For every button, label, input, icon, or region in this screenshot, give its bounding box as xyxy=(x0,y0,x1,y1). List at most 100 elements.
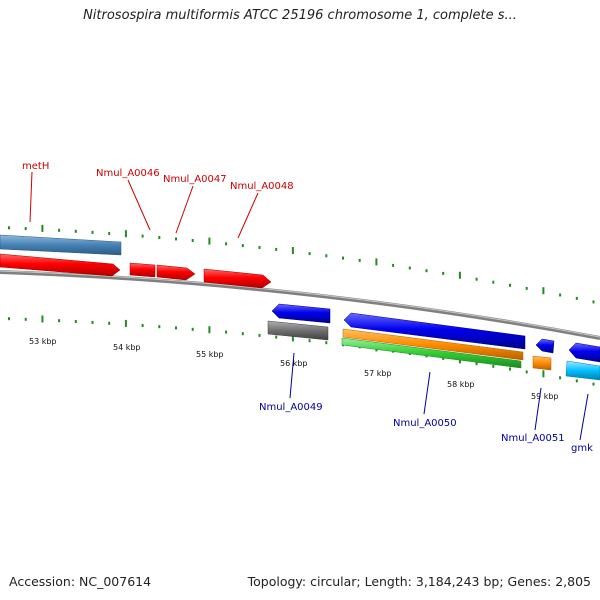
minor-tick xyxy=(91,320,94,324)
minor-tick xyxy=(58,228,61,232)
minor-tick xyxy=(225,242,228,246)
major-tick xyxy=(291,334,294,342)
gene-Nmul_A0050-green-feature[interactable] xyxy=(341,337,522,369)
gene-label-Nmul_A0050[interactable]: Nmul_A0050 xyxy=(393,418,457,429)
minor-tick xyxy=(592,382,595,386)
ruler-labels: 53 kbp 54 kbp 55 kbp 56 kbp 57 kbp 58 kb… xyxy=(29,337,559,401)
gene-Nmul_A0051-arrow[interactable] xyxy=(535,338,555,354)
ruler-label: 59 kbp xyxy=(531,392,559,401)
major-tick xyxy=(41,224,44,232)
minor-tick xyxy=(225,330,228,334)
minor-tick xyxy=(442,356,445,360)
backbone-track xyxy=(0,270,600,340)
minor-tick xyxy=(559,293,562,297)
minor-tick xyxy=(191,239,194,242)
minor-tick xyxy=(308,339,311,343)
gene-gmk-arrow[interactable] xyxy=(568,342,600,363)
gene-label-Nmul_A0048[interactable]: Nmul_A0048 xyxy=(230,181,294,192)
gene-label-metH[interactable]: metH xyxy=(22,161,49,172)
gene-Nmul_A0046-arrow[interactable] xyxy=(129,262,156,278)
minor-tick xyxy=(475,362,478,366)
minor-tick xyxy=(241,332,244,336)
ruler-label: 53 kbp xyxy=(29,337,57,346)
backbone-highlight xyxy=(0,270,600,338)
minor-tick xyxy=(8,317,10,321)
gene-metH-arrow[interactable] xyxy=(0,253,121,277)
leader-line xyxy=(29,171,33,223)
gene-Nmul_A0049-shadow[interactable] xyxy=(267,320,329,341)
minor-tick xyxy=(509,283,511,287)
minor-tick xyxy=(525,286,528,290)
minor-tick xyxy=(475,277,478,281)
major-tick xyxy=(41,315,44,323)
major-tick xyxy=(124,319,127,327)
gene-label-Nmul_A0047[interactable]: Nmul_A0047 xyxy=(163,174,227,185)
leader-line xyxy=(423,371,431,415)
gene-Nmul_A0050-arrow[interactable] xyxy=(343,312,526,350)
gene-label-Nmul_A0046[interactable]: Nmul_A0046 xyxy=(96,168,160,179)
gene-Nmul_A0047-arrow[interactable] xyxy=(156,264,196,281)
minor-tick xyxy=(492,280,495,284)
minor-tick xyxy=(108,321,111,325)
gene-gmk-cyan-feature[interactable] xyxy=(565,360,600,381)
minor-tick xyxy=(241,244,244,248)
major-tick xyxy=(542,287,545,295)
minor-tick xyxy=(74,320,77,323)
minor-tick xyxy=(91,230,94,234)
minor-tick xyxy=(8,226,10,230)
minor-tick xyxy=(575,296,578,300)
major-tick xyxy=(375,258,378,266)
minor-tick xyxy=(308,252,311,256)
gene-Nmul_A0051-orange-feature[interactable] xyxy=(532,355,552,371)
gene-steel-feature[interactable] xyxy=(0,234,122,256)
major-tick xyxy=(458,271,461,279)
gene-label-Nmul_A0051[interactable]: Nmul_A0051 xyxy=(501,433,565,444)
minor-tick xyxy=(108,232,111,235)
leader-line xyxy=(579,393,589,441)
minor-tick xyxy=(175,237,177,241)
minor-tick xyxy=(191,327,194,331)
minor-tick xyxy=(258,246,261,249)
minor-tick xyxy=(24,227,27,231)
major-tick xyxy=(124,230,127,238)
gene-label-gmk[interactable]: gmk xyxy=(571,443,593,454)
accession-text: Accession: NC_007614 xyxy=(9,574,152,589)
gene-Nmul_A0049-arrow[interactable] xyxy=(271,303,331,324)
minor-tick xyxy=(258,333,261,337)
gene-Nmul_A0050-orange-feature[interactable] xyxy=(342,328,524,361)
minor-tick xyxy=(325,341,328,345)
minor-tick xyxy=(492,364,495,368)
leader-line xyxy=(237,192,259,239)
minor-tick xyxy=(509,367,511,371)
minor-tick xyxy=(358,258,361,262)
minor-tick xyxy=(158,325,161,329)
leader-line xyxy=(289,352,295,399)
minor-tick xyxy=(392,263,395,267)
minor-tick xyxy=(559,376,562,380)
minor-tick xyxy=(141,234,144,238)
major-tick xyxy=(208,326,211,334)
ruler-label: 54 kbp xyxy=(113,343,141,352)
major-tick xyxy=(291,247,294,254)
leader-line xyxy=(175,185,194,234)
reverse-labels xyxy=(289,352,589,441)
minor-tick xyxy=(275,247,278,251)
ruler-label: 57 kbp xyxy=(364,369,392,378)
ruler-label: 56 kbp xyxy=(280,359,308,368)
gene-Nmul_A0048-arrow[interactable] xyxy=(203,268,272,289)
major-tick xyxy=(208,237,211,245)
minor-tick xyxy=(275,335,278,339)
major-tick xyxy=(542,370,545,378)
minor-tick xyxy=(592,300,595,304)
minor-tick xyxy=(342,256,344,260)
minor-tick xyxy=(325,254,328,258)
minor-tick xyxy=(158,236,161,239)
forward-labels xyxy=(29,171,259,239)
gene-label-Nmul_A0049[interactable]: Nmul_A0049 xyxy=(259,402,323,413)
ruler-label: 55 kbp xyxy=(196,350,224,359)
forward-genes xyxy=(0,234,272,289)
upper-tick-row xyxy=(8,224,595,304)
minor-tick xyxy=(175,326,177,330)
minor-tick xyxy=(425,269,428,273)
